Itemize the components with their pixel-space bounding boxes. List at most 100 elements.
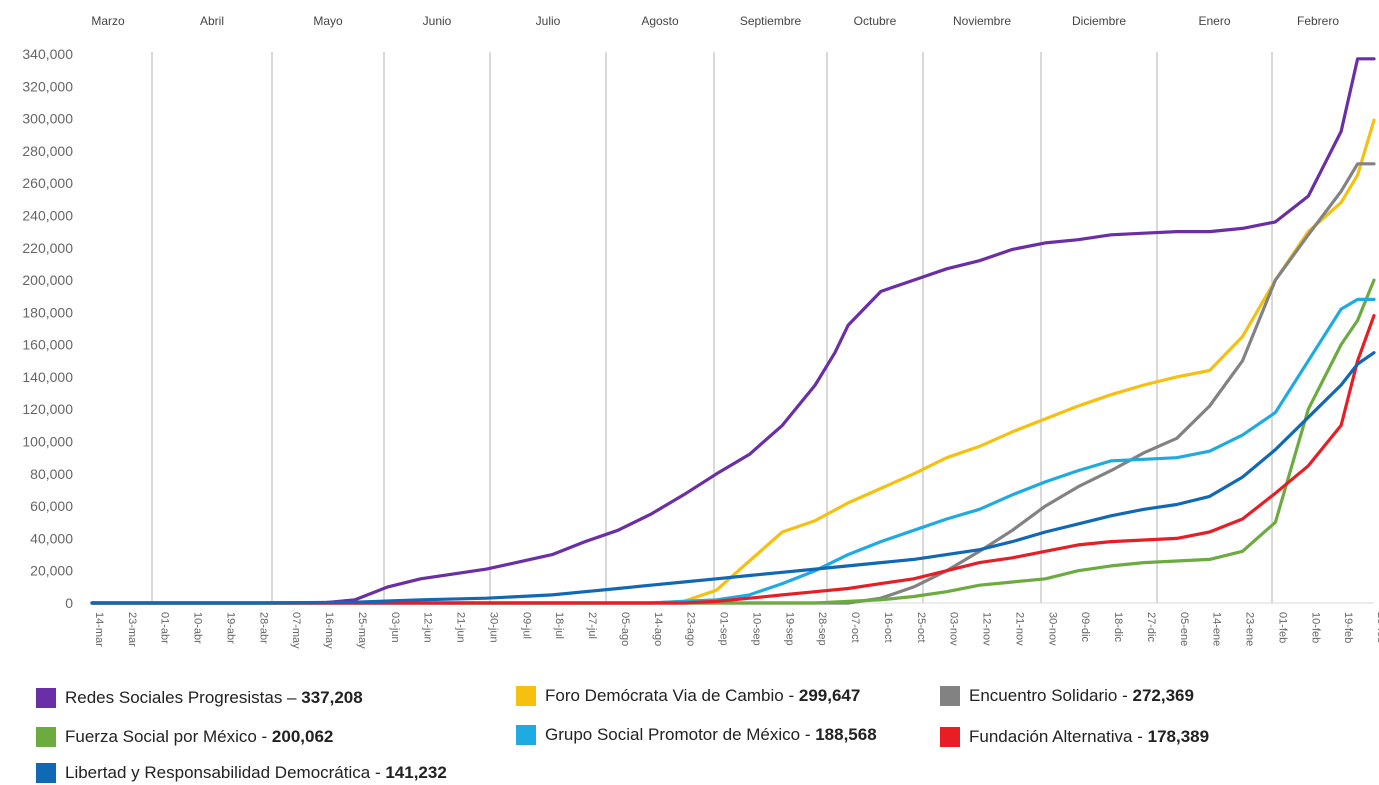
x-tick-label: 10-feb (1309, 612, 1321, 643)
legend-separator: - (800, 725, 816, 744)
series-line-encuentro-solidario (90, 162, 1376, 605)
month-label: Enero (1198, 14, 1230, 28)
month-label: Junio (423, 14, 452, 28)
y-tick-label: 280,000 (22, 143, 73, 159)
legend-item-grupo-social-promotor: Grupo Social Promotor de México - 188,56… (516, 725, 877, 745)
x-tick-label: 23-mar (126, 612, 138, 647)
x-tick-label: 09-dic (1079, 612, 1091, 642)
y-tick-label: 320,000 (22, 78, 73, 94)
x-tick-label: 07-may (290, 612, 302, 649)
x-tick-label: 10-abr (192, 612, 204, 644)
legend-series-total: 188,568 (815, 725, 877, 744)
legend-swatch-red (940, 727, 960, 747)
series-line-libertad-y-responsabilidad-democratica (90, 351, 1376, 605)
y-tick-label: 340,000 (22, 46, 73, 62)
legend-series-name: Grupo Social Promotor de México (545, 725, 801, 744)
y-tick-label: 20,000 (30, 563, 73, 579)
legend-series-total: 200,062 (271, 727, 334, 746)
x-tick-label: 05-ene (1178, 612, 1190, 646)
month-labels: Marzo Abril Mayo Junio Julio Agosto Septiembre… (91, 14, 1339, 28)
y-tick-label: 260,000 (22, 175, 73, 191)
x-tick-label: 19-abr (224, 612, 236, 644)
legend-swatch-green (36, 727, 56, 747)
legend-series-name: Fuerza Social por México (65, 727, 257, 746)
month-label: Agosto (641, 14, 679, 28)
legend-item-encuentro-solidario: Encuentro Solidario - 272,369 (940, 686, 1194, 706)
x-tick-label: 28-abr (257, 612, 269, 644)
x-tick-label: 19-feb (1342, 612, 1354, 643)
legend-series-name: Fundación Alternativa (969, 727, 1133, 746)
month-label: Septiembre (740, 14, 802, 28)
x-tick-label: 12-nov (981, 612, 993, 646)
y-tick-label: 40,000 (30, 530, 73, 546)
x-tick-label: 21-jun (455, 612, 467, 643)
x-tick-label: 23-ago (685, 612, 697, 646)
x-tick-label: 19-sep (783, 612, 795, 646)
x-tick-label: 07-oct (849, 612, 861, 643)
x-tick-label: 28-feb (1375, 612, 1379, 643)
month-grid-lines (151, 52, 1273, 603)
legend-series-total: 141,232 (385, 763, 447, 782)
legend-item-fuerza-social: Fuerza Social por México - 200,062 (36, 727, 333, 747)
x-tick-label: 12-jun (422, 612, 434, 643)
series-line-foro-democrata-via-de-cambio (90, 118, 1376, 605)
y-tick-label: 300,000 (22, 111, 73, 127)
month-label: Julio (536, 14, 561, 28)
legend-separator: - (783, 686, 799, 705)
y-tick-label: 120,000 (22, 401, 73, 417)
y-tick-label: 80,000 (30, 466, 73, 482)
legend-separator: - (370, 763, 386, 782)
x-tick-label: 03-jun (389, 612, 401, 643)
x-tick-label: 09-jul (520, 612, 532, 639)
line-chart: Marzo Abril Mayo Junio Julio Agosto Septiembre… (22, 14, 1379, 649)
legend-separator: - (1117, 686, 1133, 705)
y-tick-label: 200,000 (22, 272, 73, 288)
legend-item-libertad-responsabilidad: Libertad y Responsabilidad Democrática -… (36, 763, 447, 783)
x-tick-label: 28-sep (816, 612, 828, 646)
legend-item-redes-sociales-progresistas: Redes Sociales Progresistas – 337,208 (36, 688, 363, 708)
month-label: Diciembre (1072, 14, 1126, 28)
x-tick-label: 27-dic (1145, 612, 1157, 642)
x-tick-label: 23-ene (1244, 612, 1256, 646)
series-line-grupo-social-promotor-de-mexico (90, 297, 1376, 605)
legend-swatch-blue (36, 763, 56, 783)
y-tick-label: 0 (65, 595, 73, 611)
month-label: Mayo (313, 14, 343, 28)
legend-series-total: 178,389 (1147, 727, 1210, 746)
x-tick-label: 10-sep (750, 612, 762, 646)
y-tick-label: 220,000 (22, 240, 73, 256)
x-tick-label: 01-sep (718, 612, 730, 646)
legend-series-name: Foro Demócrata Via de Cambio (545, 686, 784, 705)
legend-series-total: 299,647 (798, 686, 861, 705)
x-tick-label: 18-dic (1112, 612, 1124, 642)
legend-separator: – (282, 688, 302, 707)
x-axis: 14-mar 23-mar 01-abr 10-abr 19-abr 28-abr 07-m… (92, 602, 1379, 649)
x-tick-label: 16-may (323, 612, 335, 649)
legend-series-total: 272,369 (1132, 686, 1194, 705)
month-label: Marzo (91, 14, 125, 28)
series-line-redes-sociales-progresistas (90, 57, 1376, 605)
legend-swatch-light-blue (516, 725, 536, 745)
y-tick-label: 140,000 (22, 369, 73, 385)
y-axis: 0 20,000 40,000 60,000 80,000 100,000 120,000 1… (22, 46, 73, 611)
x-tick-label: 14-ene (1211, 612, 1223, 646)
x-tick-label: 03-nov (948, 612, 960, 646)
legend: Redes Sociales Progresistas – 337,208 Fo… (36, 680, 1366, 784)
y-tick-label: 60,000 (30, 498, 73, 514)
legend-swatch-purple (36, 688, 56, 708)
x-tick-label: 01-feb (1276, 612, 1288, 643)
x-tick-label: 25-oct (915, 612, 927, 643)
legend-swatch-yellow (516, 686, 536, 706)
x-tick-label: 14-mar (93, 612, 105, 647)
month-label: Octubre (854, 14, 897, 28)
legend-separator: - (1132, 727, 1148, 746)
legend-item-fundacion-alternativa: Fundación Alternativa - 178,389 (940, 727, 1209, 747)
month-label: Febrero (1297, 14, 1339, 28)
series-line-fundacion-alternativa (90, 314, 1376, 605)
y-tick-label: 100,000 (22, 434, 73, 450)
legend-series-total: 337,208 (301, 688, 363, 707)
x-tick-label: 14-ago (652, 612, 664, 646)
x-tick-label: 01-abr (159, 612, 171, 644)
series-lines (90, 57, 1376, 605)
legend-series-name: Libertad y Responsabilidad Democrática (65, 763, 371, 782)
